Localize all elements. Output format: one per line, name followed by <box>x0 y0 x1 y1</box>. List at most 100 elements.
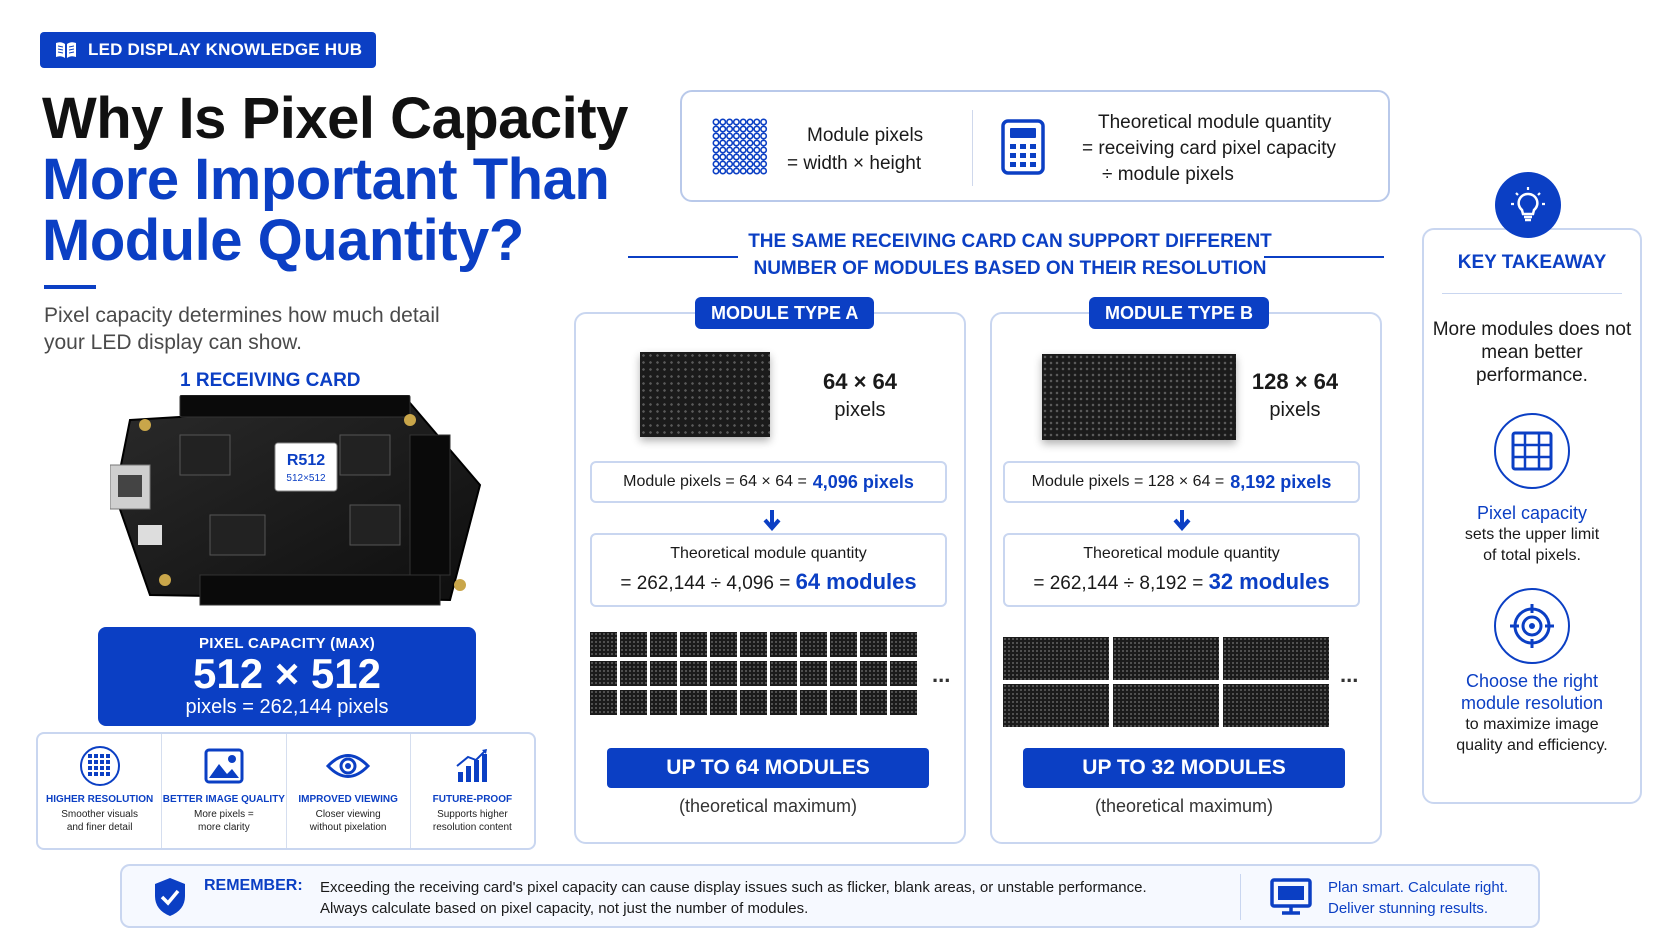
pixel-dot <box>732 125 740 133</box>
module-a-ellipsis: ... <box>932 662 951 687</box>
target-icon-badge <box>1494 588 1570 664</box>
shield-check-icon <box>155 878 185 916</box>
remember-text: Exceeding the receiving card's pixel cap… <box>320 877 1200 919</box>
module-tile <box>1113 637 1219 680</box>
module-tile <box>620 632 647 657</box>
benefit-desc-2: more clarity <box>198 822 250 833</box>
module-tile <box>710 661 737 686</box>
eye-icon <box>326 754 371 778</box>
module-tile <box>590 632 617 657</box>
pixel-dot <box>719 160 727 168</box>
formula-1-line-1: Module pixels <box>807 125 924 146</box>
image-icon <box>204 748 244 784</box>
pixel-dot <box>726 160 734 168</box>
pixel-dot <box>753 118 761 126</box>
module-a-mp-value: 4,096 pixels <box>812 471 914 492</box>
open-book-icon <box>56 42 76 58</box>
lightbulb-icon-badge <box>1495 172 1561 238</box>
benefit-future-proof: FUTURE-PROOF Supports higher resolution c… <box>411 734 534 848</box>
module-tile <box>620 690 647 715</box>
formula-divider <box>972 110 973 186</box>
pixel-dot <box>739 125 747 133</box>
module-b-tq-expr: = 262,144 ÷ 8,192 = <box>1033 573 1204 594</box>
module-tile <box>710 690 737 715</box>
module-a-note: (theoretical maximum) <box>678 796 858 816</box>
pixel-dot <box>739 160 747 168</box>
pixel-capacity-value: 512 × 512 <box>192 650 381 697</box>
page-title: Why Is Pixel Capacity More Important Tha… <box>42 88 642 271</box>
formula-card: Module pixels = width × height Theoretic… <box>680 90 1390 202</box>
pixel-dot <box>726 132 734 140</box>
arrow-down-icon <box>763 510 781 531</box>
key-takeaway-rule <box>1442 293 1622 294</box>
pixel-dot <box>712 153 720 161</box>
benefit-title: BETTER IMAGE QUALITY <box>162 794 285 805</box>
header-rule-right <box>1264 256 1384 258</box>
pixel-dot <box>739 153 747 161</box>
module-b-grid <box>1003 637 1330 727</box>
module-b-mp-label: Module pixels = 128 × 64 = <box>1031 473 1225 490</box>
pixel-dot <box>746 146 754 154</box>
module-tile <box>590 661 617 686</box>
module-tile <box>650 632 677 657</box>
title-line-1: Why Is Pixel Capacity <box>42 86 628 151</box>
pixel-dot <box>753 125 761 133</box>
module-tile <box>1003 637 1109 680</box>
pixel-capacity-icon-badge <box>1494 413 1570 489</box>
module-tile <box>1223 684 1329 727</box>
module-tile <box>860 690 887 715</box>
module-tile <box>860 661 887 686</box>
pixel-dot <box>732 139 740 147</box>
benefit-desc-1: More pixels = <box>194 809 254 820</box>
module-tile <box>890 690 917 715</box>
pixel-dot <box>719 125 727 133</box>
pixel-dot <box>726 153 734 161</box>
module-tile <box>800 661 827 686</box>
pixel-dot <box>732 167 740 175</box>
grid-panel-icon <box>1511 431 1553 471</box>
lightbulb-icon <box>1511 187 1545 222</box>
module-tile <box>740 690 767 715</box>
pixel-dot <box>753 153 761 161</box>
module-b-resolution: 128 × 64 pixels <box>1240 368 1350 424</box>
module-tile <box>1223 637 1329 680</box>
section-header-line-1: THE SAME RECEIVING CARD CAN SUPPORT DIFF… <box>748 231 1272 252</box>
module-tile <box>650 661 677 686</box>
benefit-desc-2: without pixelation <box>309 822 387 833</box>
tagline-line-2: Deliver stunning results. <box>1328 900 1489 917</box>
pixel-dot <box>739 146 747 154</box>
module-tile <box>830 661 857 686</box>
grid-sphere-icon <box>79 746 120 786</box>
pixel-dot <box>746 139 754 147</box>
formula-1-line-2: = width × height <box>787 153 922 174</box>
key-takeaway-main: More modules does not mean better perfor… <box>1432 319 1632 386</box>
module-tile <box>710 632 737 657</box>
module-a-tq-expr: = 262,144 ÷ 4,096 = <box>620 573 791 594</box>
pixel-dot <box>726 125 734 133</box>
pixel-capacity-box: PIXEL CAPACITY (MAX) 512 × 512 pixels = … <box>98 627 476 726</box>
hub-badge: LED DISPLAY KNOWLEDGE HUB <box>40 32 377 68</box>
remember-bar: REMEMBER: Exceeding the receiving card's… <box>120 864 1540 928</box>
module-b-image <box>1042 354 1236 440</box>
module-a-grid <box>590 632 923 716</box>
pixel-dot <box>719 153 727 161</box>
module-tile <box>620 661 647 686</box>
pixel-capacity-pixels: pixels = 262,144 pixels <box>185 696 389 718</box>
module-b-quantity-box: Theoretical module quantity = 262,144 ÷ … <box>1003 533 1360 607</box>
calculator-icon <box>1001 119 1045 175</box>
pixel-dot <box>760 132 768 140</box>
pixel-dot <box>726 118 734 126</box>
page-subtitle: Pixel capacity determines how much detai… <box>44 304 440 354</box>
target-icon <box>1510 604 1554 648</box>
module-b-pixels-box: Module pixels = 128 × 64 = 8,192 pixels <box>1003 461 1360 503</box>
module-b-note: (theoretical maximum) <box>1094 796 1274 816</box>
title-line-2: More Important Than <box>42 147 610 212</box>
pixel-dot <box>712 160 720 168</box>
benefit-title: FUTURE-PROOF <box>432 794 513 805</box>
pixel-dot <box>760 167 768 175</box>
module-a-pixels-word: pixels <box>834 399 886 421</box>
benefit-desc-2: resolution content <box>432 822 512 833</box>
pixel-dot <box>746 132 754 140</box>
pixel-dot <box>732 132 740 140</box>
hub-badge-label: LED DISPLAY KNOWLEDGE HUB <box>88 40 363 59</box>
